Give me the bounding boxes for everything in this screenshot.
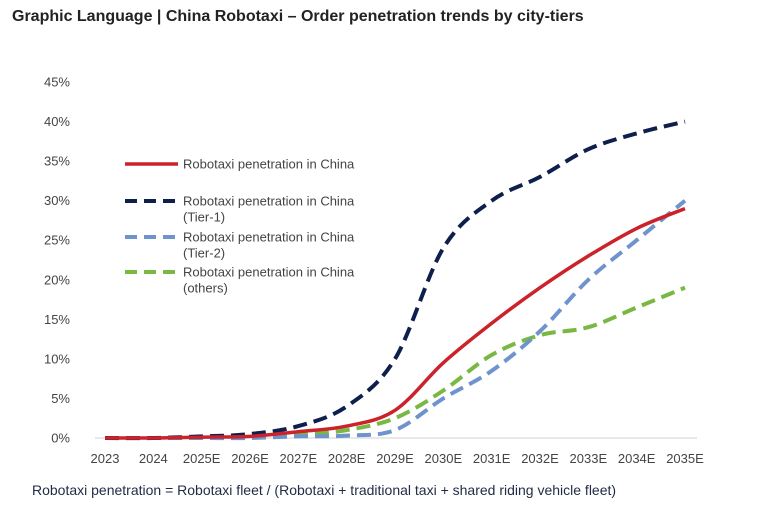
legend-item-china: Robotaxi penetration in China [125,157,355,172]
series-line-china [104,206,686,440]
legend-item-tier-2: Robotaxi penetration in China(Tier-2) [125,230,355,261]
legend-label: Robotaxi penetration in China [183,230,355,245]
y-tick-label: 45% [44,75,70,90]
y-tick-label: 20% [44,272,70,287]
x-tick-label: 2024 [139,451,168,466]
page-title: Graphic Language | China Robotaxi – Orde… [12,8,584,25]
legend-label: Robotaxi penetration in China [183,265,355,280]
x-tick-label: 2028E [328,451,366,466]
y-tick-label: 25% [44,233,70,248]
y-tick-label: 35% [44,154,70,169]
y-axis-tick-labels: 0% 5% 10% 15% 20% 25% 30% 35% 40% 45% [44,75,70,446]
y-tick-label: 40% [44,114,70,129]
x-tick-label: 2031E [473,451,511,466]
y-tick-label: 5% [51,391,70,406]
legend-item-others: Robotaxi penetration in China(others) [125,265,355,296]
x-tick-label: 2030E [425,451,463,466]
legend-label-sub: (Tier-1) [183,210,225,225]
y-tick-label: 30% [44,193,70,208]
series-line-others [104,285,686,441]
y-tick-label: 0% [51,431,70,446]
x-tick-label: 2035E [666,451,704,466]
x-tick-label: 2034E [618,451,656,466]
chart-series [104,119,687,441]
legend-label: Robotaxi penetration in China [183,194,355,209]
x-tick-label: 2023 [91,451,120,466]
x-tick-label: 2029E [376,451,414,466]
legend-label: Robotaxi penetration in China [183,157,355,172]
x-tick-label: 2025E [183,451,221,466]
footnote: Robotaxi penetration = Robotaxi fleet / … [32,482,617,498]
x-tick-label: 2026E [231,451,269,466]
x-axis-tick-labels: 2023 2024 2025E 2026E 2027E 2028E 2029E 2030E 20… [91,451,705,466]
legend-label-sub: (others) [183,281,228,296]
x-tick-label: 2027E [280,451,318,466]
legend-item-tier-1: Robotaxi penetration in China(Tier-1) [125,194,355,225]
x-tick-label: 2033E [570,451,608,466]
y-tick-label: 15% [44,312,70,327]
legend-label-sub: (Tier-2) [183,246,225,261]
x-tick-label: 2032E [521,451,559,466]
y-tick-label: 10% [44,351,70,366]
